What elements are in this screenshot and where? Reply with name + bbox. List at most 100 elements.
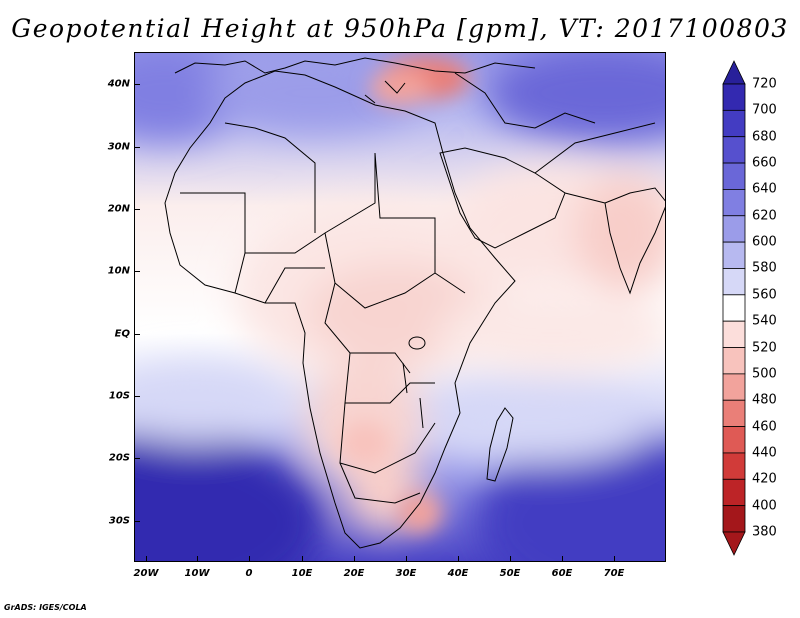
border-line	[344, 352, 435, 404]
lon-label: 50E	[499, 568, 521, 579]
colorbar-level-label: 560	[752, 287, 777, 303]
lat-label: 30N	[107, 141, 130, 153]
africa-coast	[164, 70, 516, 549]
colorbar-level-label: 520	[752, 340, 777, 356]
colorbar-level-label: 680	[752, 129, 777, 145]
lat-tick	[134, 147, 140, 148]
field-highs	[340, 56, 470, 533]
lat-tick	[134, 458, 140, 459]
colorbar-swatch	[722, 505, 746, 533]
colorbar-level-label: 720	[752, 76, 777, 92]
lon-tick	[510, 556, 511, 562]
coastlines	[164, 57, 665, 549]
colorbar-swatch	[722, 136, 746, 164]
lon-label: 60E	[551, 568, 573, 579]
lon-label: 30E	[395, 568, 417, 579]
map-panel[interactable]	[134, 52, 666, 562]
lon-label: 70E	[603, 568, 625, 579]
colorbar-swatch	[722, 215, 746, 243]
lon-tick	[197, 556, 198, 562]
lon-tick	[562, 556, 563, 562]
lat-label: EQ	[114, 328, 130, 340]
colorbar-swatch	[722, 162, 746, 190]
lon-label: 10E	[291, 568, 313, 579]
lat-label: 10S	[108, 390, 130, 402]
border-line	[180, 153, 376, 254]
colorbar-swatch	[722, 241, 746, 269]
border-line	[324, 232, 436, 309]
colorbar-level-label: 440	[752, 445, 777, 461]
madagascar-coast	[486, 407, 514, 482]
colorbar-level-label: 480	[752, 392, 777, 408]
lat-tick	[134, 396, 140, 397]
colorbar-swatch	[722, 109, 746, 138]
colorbar-level-label: 660	[752, 155, 777, 171]
colorbar-swatch	[722, 426, 746, 454]
colorbar-level-label: 460	[752, 419, 777, 435]
colorbar-swatch	[722, 320, 746, 348]
border-line	[234, 252, 325, 304]
colorbar-swatch	[722, 478, 746, 507]
lon-label: 20E	[343, 568, 365, 579]
lat-label: 40N	[107, 78, 130, 90]
border-line	[534, 122, 656, 204]
colorbar	[722, 60, 746, 556]
border-line	[224, 122, 316, 233]
colorbar-swatch	[722, 294, 746, 322]
india-coast	[604, 187, 665, 295]
lon-tick	[249, 556, 250, 562]
colorbar-swatch	[722, 268, 746, 296]
map-canvas	[135, 53, 665, 561]
colorbar-bottom-arrow	[722, 531, 746, 556]
lat-tick	[134, 209, 140, 210]
rift-lakes	[402, 362, 424, 429]
border-line	[339, 462, 421, 504]
colorbar-level-label: 600	[752, 234, 777, 250]
lon-tick	[614, 556, 615, 562]
lon-tick	[146, 556, 147, 562]
colorbar-swatch	[722, 189, 746, 217]
field-shading	[135, 53, 665, 561]
lat-tick	[134, 84, 140, 85]
arabia-coast	[439, 147, 566, 249]
colorbar-level-label: 700	[752, 102, 777, 118]
lon-tick	[302, 556, 303, 562]
lat-label: 10N	[107, 265, 130, 277]
lon-tick	[406, 556, 407, 562]
colorbar-level-label: 580	[752, 260, 777, 276]
border-line	[374, 152, 466, 294]
lon-label: 40E	[447, 568, 469, 579]
lon-label: 10W	[184, 568, 210, 579]
lat-tick	[134, 521, 140, 522]
chart-title: Geopotential Height at 950hPa [gpm], VT:…	[11, 14, 789, 43]
border-line	[454, 72, 596, 129]
colorbar-swatch	[722, 347, 746, 375]
colorbar-level-label: 500	[752, 366, 777, 382]
colorbar-swatch	[722, 399, 746, 427]
colorbar-level-label: 540	[752, 313, 777, 329]
lake-victoria	[408, 336, 426, 350]
lon-label: 0	[245, 568, 253, 579]
colorbar-level-label: 400	[752, 498, 777, 514]
lon-label: 20W	[133, 568, 159, 579]
border-line	[339, 402, 436, 474]
colorbar-level-label: 380	[752, 524, 777, 540]
lat-label: 20N	[107, 203, 130, 215]
colorbar-level-label: 640	[752, 181, 777, 197]
colorbar-swatches	[722, 60, 746, 556]
europe-coast	[174, 57, 536, 74]
colorbar-swatch	[722, 452, 746, 480]
lat-tick	[134, 271, 140, 272]
colorbar-swatch	[722, 83, 746, 111]
colorbar-swatch	[722, 373, 746, 401]
grads-credit: GrADS: IGES/COLA	[4, 603, 87, 612]
lon-tick	[458, 556, 459, 562]
lat-label: 30S	[108, 515, 130, 527]
lat-tick	[134, 334, 140, 335]
colorbar-level-label: 620	[752, 208, 777, 224]
lat-label: 20S	[108, 452, 130, 464]
colorbar-level-label: 420	[752, 471, 777, 487]
aegean-islands	[364, 80, 406, 104]
colorbar-top-arrow	[722, 60, 746, 85]
lon-tick	[354, 556, 355, 562]
